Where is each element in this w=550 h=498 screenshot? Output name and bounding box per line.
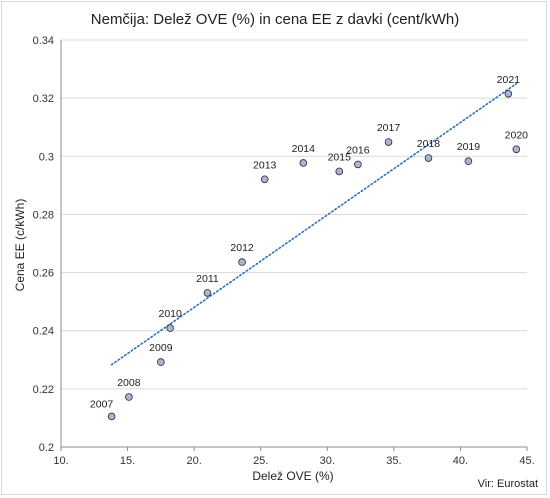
- x-tick-label: 30.: [320, 455, 335, 467]
- x-tick-label: 25.: [253, 455, 268, 467]
- data-point: [504, 89, 513, 98]
- trendline-group: [110, 82, 518, 366]
- y-tick-label: 0.3: [39, 151, 54, 163]
- data-point-label: 2011: [196, 273, 219, 285]
- y-tick-label: 0.2: [39, 442, 54, 454]
- x-tick-label: 35.: [386, 455, 401, 467]
- data-point: [335, 167, 344, 176]
- data-point-label: 2015: [328, 151, 352, 163]
- x-tick-label: 10.: [53, 455, 68, 467]
- data-point: [260, 175, 269, 184]
- x-tick-label: 15.: [120, 455, 135, 467]
- y-tick-label: 0.22: [33, 384, 54, 396]
- data-point-label: 2010: [158, 308, 182, 320]
- trendline: [110, 82, 518, 366]
- grid-lines: [61, 39, 527, 390]
- data-point-label: 2009: [149, 342, 173, 354]
- data-point-label: 2013: [253, 159, 277, 171]
- data-point: [354, 160, 362, 169]
- y-tick-label: 0.24: [33, 326, 54, 338]
- data-point: [384, 138, 393, 146]
- y-axis-label: Cena EE (c/kWh): [13, 199, 27, 292]
- data-point-label: 2018: [417, 138, 441, 150]
- data-point: [464, 157, 473, 166]
- data-point-label: 2007: [90, 398, 114, 410]
- data-point: [107, 412, 116, 421]
- data-point-label: 2014: [292, 143, 316, 155]
- y-tick-label: 0.34: [33, 35, 54, 47]
- data-point: [299, 159, 308, 167]
- axes: 0.2 0.22 0.24 0.26 0.28 0.3 0.32 0.34 10. 15. 20. 2…: [33, 35, 535, 467]
- data-point-label: 2020: [505, 129, 529, 141]
- data-point-label: 2012: [230, 242, 254, 254]
- y-tick-label: 0.28: [33, 209, 54, 221]
- data-point-label: 2019: [457, 141, 481, 153]
- chart-title: Nemčija: Delež OVE (%) in cena EE z davk…: [91, 11, 459, 28]
- x-tick-label: 45.: [519, 455, 534, 467]
- data-point-label: 2016: [346, 144, 370, 156]
- y-tick-label: 0.32: [33, 93, 54, 105]
- data-point-label: 2021: [497, 74, 521, 86]
- x-axis-label: Delež OVE (%): [252, 469, 333, 483]
- data-point: [157, 358, 165, 366]
- data-point: [166, 324, 174, 332]
- y-tick-label: 0.26: [33, 268, 54, 280]
- x-tick-label: 40.: [453, 455, 468, 467]
- source-note: Vir: Eurostat: [478, 478, 538, 490]
- data-point: [125, 393, 133, 401]
- data-point-label: 2008: [117, 377, 141, 389]
- data-points: [107, 89, 521, 421]
- data-point: [203, 289, 212, 297]
- data-point: [512, 145, 521, 154]
- data-point-label: 2017: [377, 122, 401, 134]
- data-point: [424, 154, 433, 162]
- data-point: [238, 258, 246, 266]
- x-tick-label: 20.: [186, 455, 201, 467]
